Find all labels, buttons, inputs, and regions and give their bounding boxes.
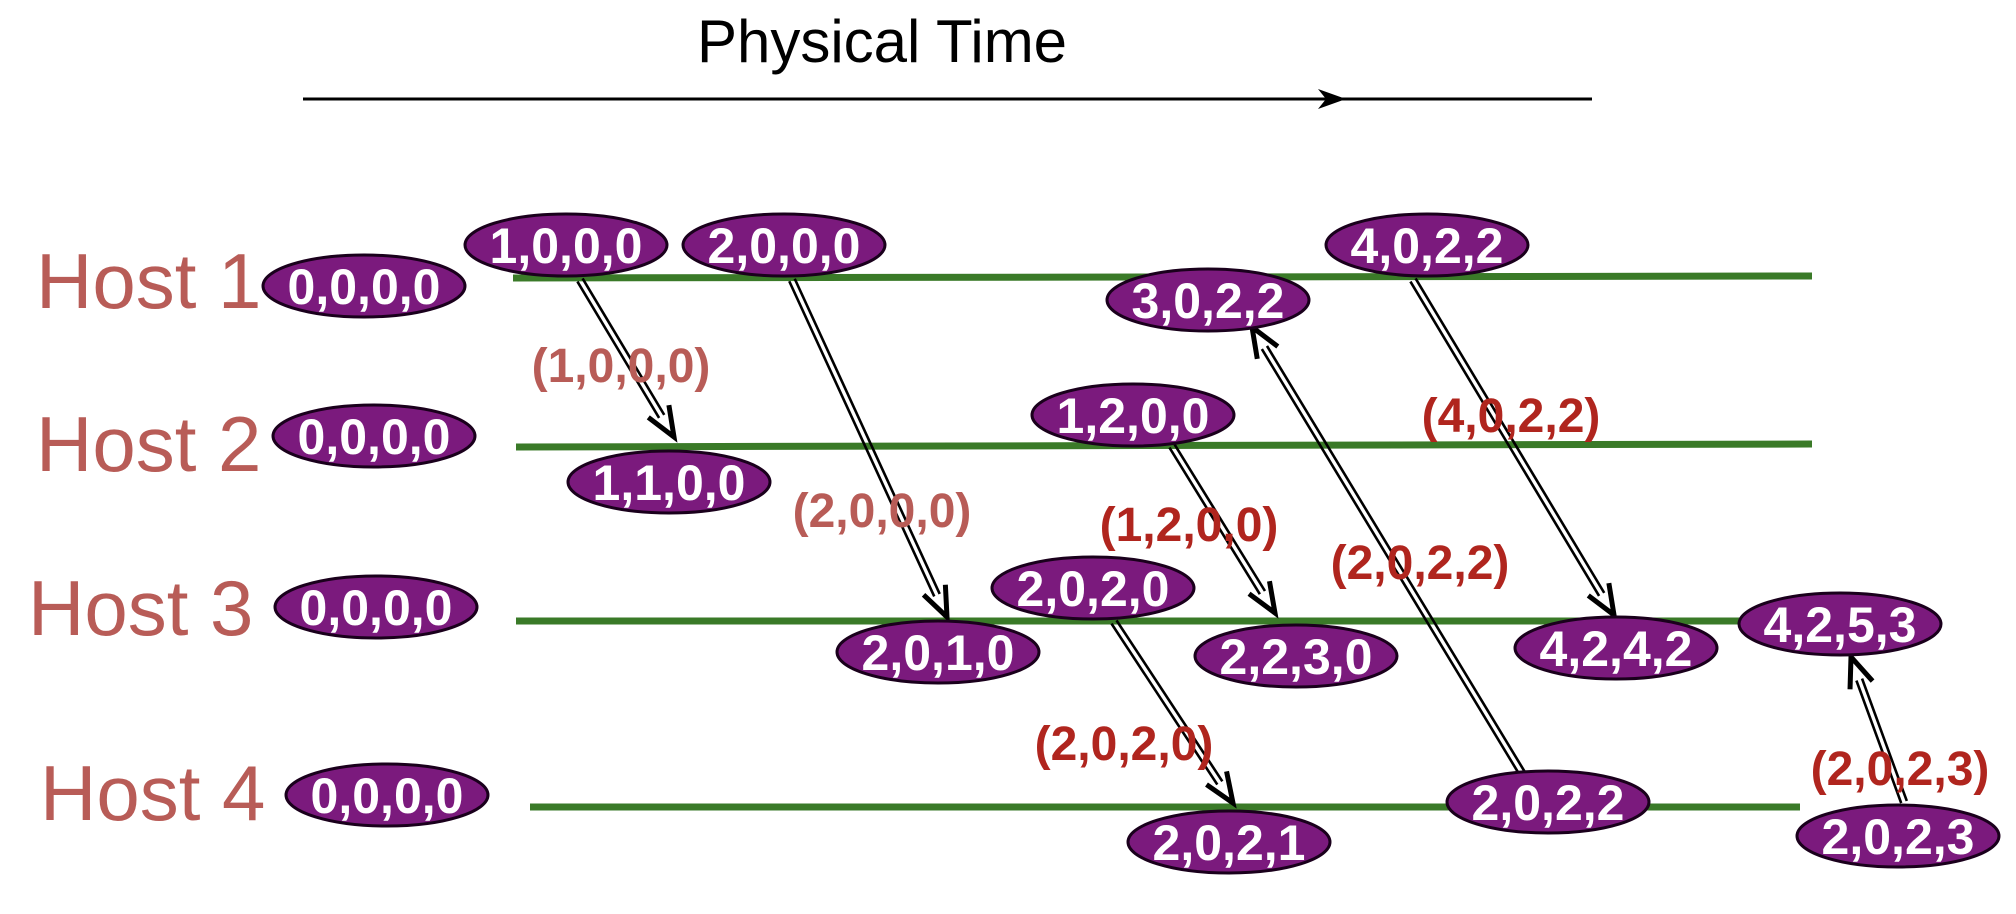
clock-node-shape xyxy=(1193,623,1399,689)
host-label-1: Host 1 xyxy=(36,237,261,325)
clock-node-h1-e4: 4,0,2,2 xyxy=(1324,212,1530,278)
clock-node-h2-init: 0,0,0,0 xyxy=(271,403,477,469)
clock-node-h3-e4: 4,2,4,2 xyxy=(1513,615,1719,681)
clock-node-h4-e1: 2,0,2,1 xyxy=(1126,809,1332,875)
time-axis-arrowhead xyxy=(1318,89,1346,109)
clock-node-h3-e3: 2,2,3,0 xyxy=(1193,623,1399,689)
arrow-head xyxy=(1847,650,1875,690)
arrow-shaft-a xyxy=(1860,678,1909,802)
clock-node-value: 0,0,0,0 xyxy=(288,259,441,315)
clock-node-h1-init: 0,0,0,0 xyxy=(261,253,467,319)
clock-node-value: 1,2,0,0 xyxy=(1057,388,1210,444)
arrow-shaft-b xyxy=(581,277,666,416)
clock-node-h3-init: 0,0,0,0 xyxy=(273,574,479,640)
arrow-shaft-a xyxy=(1409,280,1601,597)
arrow-shaft-a xyxy=(788,280,936,597)
clock-node-value: 4,0,2,2 xyxy=(1351,218,1504,274)
host-label-4: Host 4 xyxy=(40,749,265,837)
clock-node-value: 2,0,2,0 xyxy=(1017,561,1170,617)
clock-node-h4-init: 0,0,0,0 xyxy=(284,762,490,828)
clock-node-h3-e1: 2,0,1,0 xyxy=(835,619,1041,685)
clock-node-shape xyxy=(271,403,477,469)
clock-node-h2-e1: 1,1,0,0 xyxy=(566,449,772,515)
clock-node-shape xyxy=(273,574,479,640)
clock-node-shape xyxy=(1795,803,2001,869)
message-arrow-4 xyxy=(1110,619,1237,809)
clock-node-h1-e1: 1,0,0,0 xyxy=(463,212,669,278)
clock-node-h2-e2: 1,2,0,0 xyxy=(1030,382,1236,448)
message-label-7: (2,0,2,3) xyxy=(1811,743,1990,796)
clock-node-shape xyxy=(1324,212,1530,278)
arrow-shaft-a xyxy=(1168,446,1261,595)
message-arrow-7 xyxy=(1847,650,1909,804)
arrow-shaft-b xyxy=(1260,348,1521,776)
clock-node-shape xyxy=(681,212,887,278)
clock-node-shape xyxy=(463,212,669,278)
clock-node-h3-e5: 4,2,5,3 xyxy=(1737,591,1943,657)
arrow-shaft-b xyxy=(1115,619,1224,783)
clock-node-shape xyxy=(1105,267,1311,333)
clock-node-value: 2,0,0,0 xyxy=(708,218,861,274)
clock-node-h1-e2: 2,0,0,0 xyxy=(681,212,887,278)
message-label-6: (4,0,2,2) xyxy=(1422,390,1601,443)
arrow-shaft-b xyxy=(1414,277,1606,594)
message-label-2: (2,0,0,0) xyxy=(793,485,972,538)
clock-node-value: 2,0,2,3 xyxy=(1822,809,1975,865)
host-label-2: Host 2 xyxy=(36,400,261,488)
arrow-head xyxy=(646,404,678,443)
clock-node-value: 0,0,0,0 xyxy=(298,409,451,465)
message-arrow-1 xyxy=(576,277,678,443)
message-label-5: (2,0,2,2) xyxy=(1331,537,1510,590)
arrow-head xyxy=(1247,580,1279,619)
message-arrow-3 xyxy=(1168,443,1279,619)
message-label-3: (1,2,0,0) xyxy=(1100,499,1279,552)
clock-node-h1-e3: 3,0,2,2 xyxy=(1105,267,1311,333)
clock-node-shape xyxy=(1126,809,1332,875)
clock-node-value: 2,0,2,1 xyxy=(1153,815,1306,871)
clock-node-shape xyxy=(261,253,467,319)
host-label-3: Host 3 xyxy=(28,564,253,652)
clock-node-value: 0,0,0,0 xyxy=(311,768,464,824)
message-label-1: (1,0,0,0) xyxy=(532,340,711,393)
message-arrow-2 xyxy=(788,278,950,624)
arrow-shaft-a xyxy=(1265,345,1526,773)
diagram-title: Physical Time xyxy=(697,8,1067,75)
clock-node-shape xyxy=(990,555,1196,621)
clock-node-shape xyxy=(1513,615,1719,681)
message-label-4: (2,0,2,0) xyxy=(1035,718,1214,771)
clock-node-value: 1,0,0,0 xyxy=(490,218,643,274)
arrow-head xyxy=(921,584,950,624)
clock-node-value: 0,0,0,0 xyxy=(300,580,453,636)
clock-node-value: 2,0,1,0 xyxy=(862,625,1015,681)
arrow-shaft-b xyxy=(793,278,941,595)
clock-node-shape xyxy=(284,762,490,828)
clock-node-h3-e2: 2,0,2,0 xyxy=(990,555,1196,621)
arrow-shaft-b xyxy=(1855,680,1903,804)
arrow-head xyxy=(1205,770,1237,809)
clock-node-shape xyxy=(566,449,772,515)
clock-node-value: 1,1,0,0 xyxy=(593,455,746,511)
arrow-shaft-a xyxy=(1110,622,1219,786)
arrow-shaft-b xyxy=(1173,443,1267,592)
clock-node-h4-e3: 2,0,2,3 xyxy=(1795,803,2001,869)
clock-node-shape xyxy=(1030,382,1236,448)
clock-node-shape xyxy=(1737,591,1943,657)
clock-node-shape xyxy=(835,619,1041,685)
clock-node-value: 4,2,5,3 xyxy=(1764,597,1917,653)
clock-node-value: 2,2,3,0 xyxy=(1220,629,1373,685)
clock-node-value: 3,0,2,2 xyxy=(1132,273,1285,329)
clock-node-h4-e2: 2,0,2,2 xyxy=(1445,769,1651,835)
clock-node-shape xyxy=(1445,769,1651,835)
clock-node-value: 2,0,2,2 xyxy=(1472,775,1625,831)
arrow-shaft-a xyxy=(576,280,661,419)
clock-node-value: 4,2,4,2 xyxy=(1540,621,1693,677)
message-arrow-6 xyxy=(1409,277,1618,621)
arrow-head xyxy=(1586,582,1618,621)
